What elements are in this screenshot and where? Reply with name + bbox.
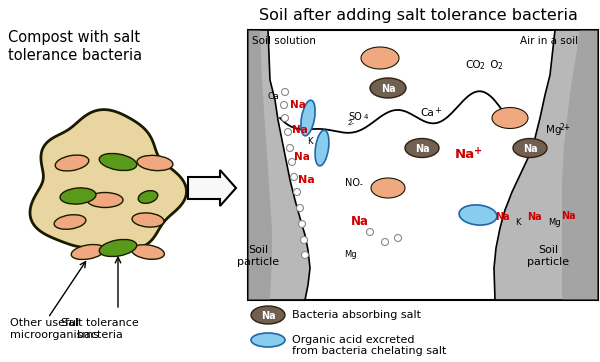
- Ellipse shape: [251, 306, 285, 324]
- Text: Na: Na: [455, 148, 475, 161]
- Text: Soil
particle: Soil particle: [237, 245, 279, 268]
- Polygon shape: [248, 30, 272, 300]
- Text: Mg: Mg: [344, 250, 356, 259]
- Text: 2: 2: [498, 62, 503, 71]
- Ellipse shape: [132, 213, 164, 227]
- Text: K: K: [307, 137, 313, 146]
- Ellipse shape: [281, 101, 287, 109]
- Ellipse shape: [54, 215, 86, 229]
- Text: Compost with salt: Compost with salt: [8, 30, 140, 45]
- Text: Salt tolerance: Salt tolerance: [61, 318, 139, 328]
- Text: CO: CO: [465, 60, 481, 70]
- Text: Na: Na: [523, 144, 538, 154]
- Text: Na: Na: [294, 152, 310, 162]
- Ellipse shape: [296, 205, 304, 211]
- Text: Ca: Ca: [420, 108, 434, 118]
- Ellipse shape: [301, 100, 315, 136]
- Text: Ca: Ca: [268, 92, 280, 101]
- Polygon shape: [30, 110, 187, 249]
- Text: Na: Na: [415, 144, 430, 154]
- Text: Na: Na: [351, 215, 369, 228]
- Text: bacteria: bacteria: [77, 330, 123, 340]
- Text: +: +: [474, 146, 482, 156]
- Bar: [248, 30, 598, 300]
- Ellipse shape: [370, 78, 406, 98]
- Text: tolerance bacteria: tolerance bacteria: [8, 48, 142, 63]
- Ellipse shape: [284, 129, 292, 135]
- Ellipse shape: [60, 188, 96, 204]
- Ellipse shape: [55, 155, 89, 171]
- Ellipse shape: [382, 239, 389, 245]
- Text: Other useful: Other useful: [10, 318, 79, 328]
- Ellipse shape: [371, 178, 405, 198]
- Text: 2-: 2-: [348, 120, 355, 126]
- Text: Na: Na: [560, 211, 575, 221]
- FancyArrow shape: [188, 170, 236, 206]
- Text: Na: Na: [380, 84, 395, 94]
- Ellipse shape: [71, 244, 105, 260]
- Text: Na: Na: [298, 175, 314, 185]
- Ellipse shape: [405, 139, 439, 157]
- Ellipse shape: [99, 153, 137, 171]
- Text: Air in a soil: Air in a soil: [520, 36, 578, 46]
- Ellipse shape: [492, 108, 528, 129]
- Ellipse shape: [293, 189, 301, 195]
- Text: Na: Na: [290, 100, 306, 110]
- Text: O: O: [487, 60, 499, 70]
- Text: Mg: Mg: [546, 125, 562, 135]
- Text: Na: Na: [260, 311, 275, 321]
- Ellipse shape: [361, 47, 399, 69]
- Polygon shape: [494, 30, 598, 300]
- Text: NO: NO: [345, 178, 360, 188]
- Text: Bacteria absorbing salt: Bacteria absorbing salt: [292, 310, 421, 320]
- Text: 4: 4: [364, 114, 368, 120]
- Text: Mg: Mg: [548, 218, 560, 227]
- Ellipse shape: [513, 139, 547, 157]
- Text: K: K: [515, 218, 521, 227]
- Ellipse shape: [395, 235, 401, 241]
- Ellipse shape: [281, 88, 289, 96]
- Ellipse shape: [289, 159, 296, 165]
- Ellipse shape: [459, 205, 497, 225]
- Text: from bacteria chelating salt: from bacteria chelating salt: [292, 346, 446, 356]
- Text: +: +: [434, 106, 441, 115]
- Polygon shape: [248, 30, 310, 300]
- Text: Na: Na: [527, 212, 541, 222]
- Ellipse shape: [299, 220, 305, 227]
- Ellipse shape: [131, 245, 164, 259]
- Text: Na: Na: [292, 125, 308, 135]
- Text: SO: SO: [348, 112, 362, 122]
- Ellipse shape: [301, 236, 308, 244]
- Ellipse shape: [290, 173, 298, 181]
- Ellipse shape: [302, 252, 308, 258]
- Polygon shape: [562, 30, 598, 300]
- Ellipse shape: [281, 114, 289, 122]
- Text: Soil after adding salt tolerance bacteria: Soil after adding salt tolerance bacteri…: [259, 8, 577, 23]
- Ellipse shape: [315, 130, 329, 166]
- Ellipse shape: [137, 155, 173, 171]
- Text: Na: Na: [494, 212, 509, 222]
- Ellipse shape: [251, 333, 285, 347]
- Ellipse shape: [367, 228, 373, 236]
- Text: 2+: 2+: [560, 123, 571, 132]
- Ellipse shape: [287, 144, 293, 152]
- Text: -: -: [360, 180, 363, 189]
- Text: 2: 2: [480, 62, 485, 71]
- Ellipse shape: [87, 193, 123, 207]
- Text: Soil
particle: Soil particle: [527, 245, 569, 268]
- Text: microorganisms: microorganisms: [10, 330, 99, 340]
- Text: Soil solution: Soil solution: [252, 36, 316, 46]
- Ellipse shape: [99, 239, 137, 257]
- Text: Organic acid excreted: Organic acid excreted: [292, 335, 415, 345]
- Ellipse shape: [138, 191, 158, 203]
